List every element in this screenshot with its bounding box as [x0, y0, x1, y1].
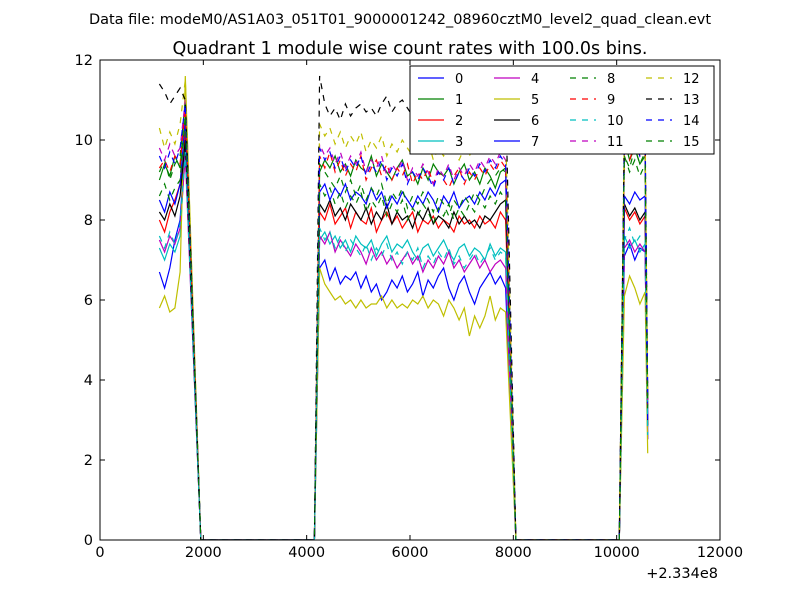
- series-line-6: [158, 139, 649, 540]
- x-tick-label: 8000: [495, 545, 532, 561]
- legend-label-12: 12: [683, 72, 700, 87]
- legend-label-7: 7: [531, 135, 539, 150]
- series-line-5: [158, 75, 649, 540]
- series-line-14: [158, 103, 649, 540]
- series-line-11: [158, 99, 649, 540]
- y-tick-label: 8: [84, 213, 93, 229]
- legend-label-0: 0: [455, 72, 463, 87]
- series-line-9: [158, 107, 649, 540]
- legend-label-13: 13: [683, 93, 700, 108]
- legend-label-6: 6: [531, 114, 539, 129]
- x-tick-label: 12000: [697, 545, 743, 561]
- legend-frame: [409, 65, 715, 155]
- x-tick-label: 2000: [185, 545, 222, 561]
- series-line-15: [158, 115, 649, 540]
- series-line-3: [158, 147, 649, 540]
- y-tick-label: 2: [84, 453, 93, 469]
- legend-label-8: 8: [607, 72, 615, 87]
- legend-label-4: 4: [531, 72, 539, 87]
- figure-suptitle: Data file: modeM0/AS1A03_051T01_90000012…: [89, 12, 711, 28]
- y-tick-label: 10: [75, 133, 93, 149]
- series-line-10: [158, 151, 649, 540]
- chart-title: Quadrant 1 module wise count rates with …: [173, 39, 648, 59]
- series-line-0: [158, 139, 649, 540]
- legend-label-15: 15: [683, 135, 700, 150]
- y-tick-label: 0: [84, 533, 93, 549]
- legend-label-5: 5: [531, 93, 539, 108]
- legend-label-1: 1: [455, 93, 463, 108]
- y-tick-label: 12: [75, 53, 93, 69]
- series-layer: [158, 75, 649, 540]
- series-line-2: [158, 131, 649, 540]
- series-line-4: [158, 155, 649, 540]
- legend-label-9: 9: [607, 93, 615, 108]
- legend-label-11: 11: [607, 135, 624, 150]
- x-tick-label: 10000: [594, 545, 640, 561]
- x-tick-label: 0: [95, 545, 104, 561]
- legend-label-3: 3: [455, 135, 463, 150]
- legend-label-2: 2: [455, 114, 463, 129]
- x-offset-label: +2.334e8: [646, 566, 718, 582]
- y-tick-label: 6: [84, 293, 93, 309]
- x-tick-label: 6000: [392, 545, 429, 561]
- legend-label-14: 14: [683, 114, 700, 129]
- y-tick-label: 4: [84, 373, 93, 389]
- legend-label-10: 10: [607, 114, 624, 129]
- x-tick-label: 4000: [288, 545, 325, 561]
